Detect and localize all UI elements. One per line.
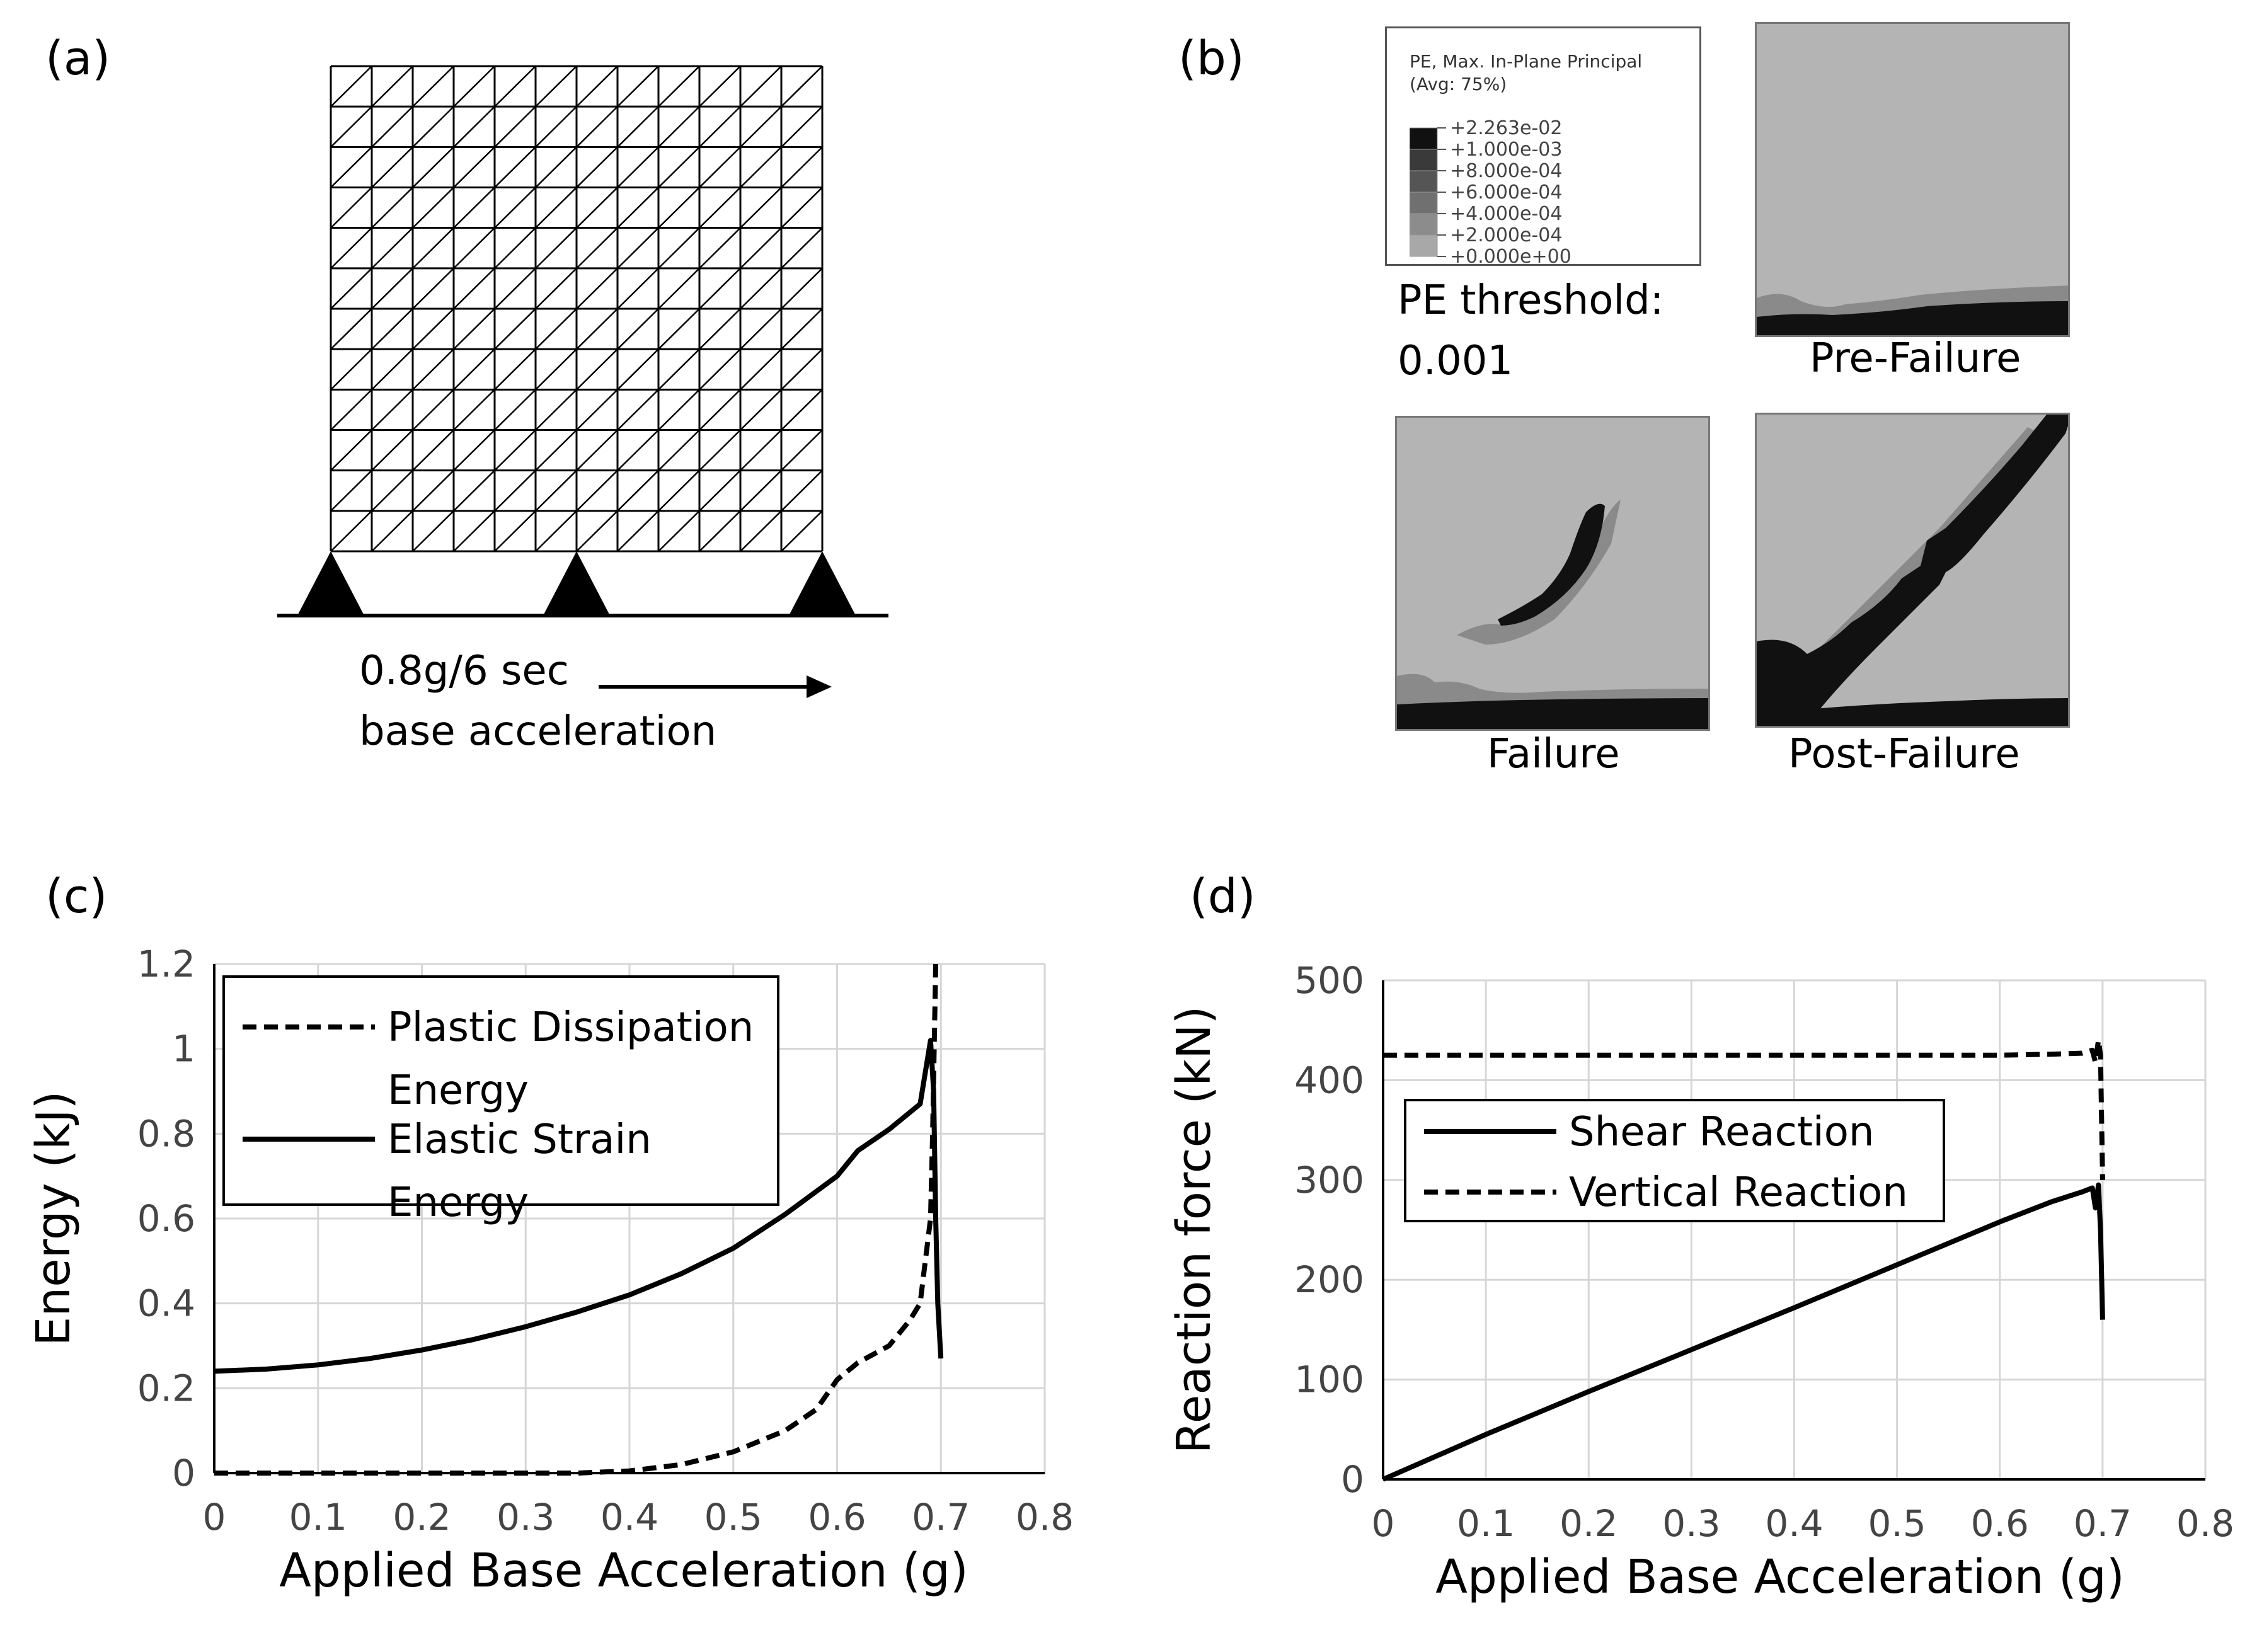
support-icon [298, 551, 364, 614]
load-direction-arrow-icon [599, 675, 832, 698]
panel-d-label: (d) [1190, 869, 1256, 924]
x-tick-label: 0.1 [289, 1496, 347, 1539]
x-tick-label: 0.8 [1016, 1496, 1074, 1539]
legend-box [1404, 1099, 1945, 1222]
x-tick-label: 0.3 [497, 1496, 554, 1539]
pe-threshold-value: 0.001 [1398, 338, 1514, 384]
legend-swatch [1409, 234, 1438, 257]
energy-chart: 0 0.1 0.2 0.3 0.4 0.5 0.6 0.7 0.8 0 0.2 0.4 0.6 0.8 1 1… [26, 943, 1074, 1598]
caption-post-failure: Post-Failure [1788, 731, 2020, 777]
legend-subtitle: (Avg: 75%) [1410, 74, 1507, 95]
panel-c-label: (c) [45, 869, 108, 924]
pe-threshold-label: PE threshold: [1398, 277, 1664, 324]
load-label-line2: base acceleration [359, 708, 717, 755]
legend-value: +0.000e+00 [1450, 246, 1571, 268]
legend-label: Elastic Strain [388, 1116, 652, 1163]
legend-value: +4.000e-04 [1450, 203, 1562, 225]
legend-swatch [1409, 149, 1438, 171]
series-line-elastic-strain-energy [214, 1038, 944, 1374]
support-icon [790, 551, 855, 614]
legend-label-line2: Energy [388, 1179, 529, 1226]
x-tick-label: 0 [203, 1496, 226, 1539]
legend-label: Plastic Dissipation [388, 1004, 754, 1051]
series-line-plastic-dissipation-energy [214, 963, 938, 1476]
contour-post-failure [1755, 413, 2070, 728]
x-tick-label: 0.5 [704, 1496, 762, 1539]
legend-label-line2: Energy [388, 1067, 529, 1114]
support-icon [544, 551, 609, 614]
legend-swatch [1409, 192, 1438, 214]
x-tick-label: 0.1 [1457, 1502, 1515, 1545]
panel-a-label: (a) [45, 32, 111, 86]
legend-title: PE, Max. In-Plane Principal [1410, 51, 1643, 72]
legend-value: +2.263e-02 [1450, 118, 1562, 139]
legend-scale: +2.263e-02 +1.000e-03 +8.000e-04 +6.000e-04… [1409, 117, 1687, 277]
y-tick-label: 0 [172, 1452, 195, 1494]
y-axis-title: Energy (kJ) [26, 1091, 81, 1346]
y-tick-label: 0.6 [137, 1197, 195, 1240]
legend-box [222, 975, 779, 1206]
legend-label: Vertical Reaction [1569, 1169, 1908, 1216]
y-tick-label: 0 [1341, 1458, 1364, 1501]
y-tick-label: 0.8 [137, 1112, 195, 1155]
wall-mesh-diagram [277, 65, 888, 617]
legend-swatch [1409, 213, 1438, 236]
x-tick-label: 0.6 [808, 1496, 866, 1539]
legend-value: +8.000e-04 [1450, 160, 1562, 182]
legend-label: Shear Reaction [1569, 1109, 1874, 1156]
x-tick-label: 0.4 [1765, 1502, 1823, 1545]
y-tick-label: 0.2 [137, 1367, 195, 1409]
y-tick-label: 500 [1294, 959, 1364, 1002]
series-line-vertical-reaction [1383, 1038, 2105, 1180]
y-tick-label: 0.4 [137, 1282, 195, 1325]
x-tick-label: 0 [1372, 1502, 1395, 1545]
mesh-grid [330, 65, 824, 553]
legend-value: +6.000e-04 [1450, 181, 1562, 204]
y-tick-label: 300 [1294, 1159, 1364, 1202]
caption-failure: Failure [1487, 731, 1620, 777]
series-line-shear-reaction [1382, 1182, 2105, 1482]
y-tick-label: 400 [1294, 1058, 1364, 1101]
x-axis-title: Applied Base Acceleration (g) [279, 1544, 968, 1598]
legend-swatch [1409, 170, 1438, 193]
y-tick-label: 1 [172, 1028, 195, 1070]
x-tick-label: 0.4 [600, 1496, 658, 1539]
legend-value: +2.000e-04 [1450, 224, 1562, 246]
panel-b-label: (b) [1178, 32, 1244, 86]
x-tick-label: 0.5 [1868, 1502, 1926, 1545]
contour-failure [1395, 416, 1710, 731]
x-tick-label: 0.6 [1971, 1502, 2029, 1545]
x-tick-label: 0.7 [2074, 1502, 2132, 1545]
caption-pre-failure: Pre-Failure [1810, 335, 2021, 382]
y-axis-title: Reaction force (kN) [1167, 1006, 1221, 1454]
y-tick-label: 100 [1294, 1358, 1364, 1401]
x-tick-label: 0.7 [912, 1496, 970, 1539]
y-tick-label: 200 [1294, 1258, 1364, 1301]
y-tick-label: 1.2 [137, 943, 195, 985]
load-label-line1: 0.8g/6 sec [359, 648, 569, 694]
legend-swatch [1409, 127, 1438, 150]
contour-legend: PE, Max. In-Plane Principal (Avg: 75%) +… [1385, 26, 1701, 268]
x-tick-label: 0.8 [2176, 1502, 2234, 1545]
reaction-force-chart: 0 0.1 0.2 0.3 0.4 0.5 0.6 0.7 0.8 0 100 200 300 400 50… [1167, 959, 2234, 1604]
x-tick-label: 0.2 [1560, 1502, 1617, 1545]
legend-value: +1.000e-03 [1450, 139, 1562, 161]
contour-pre-failure [1755, 22, 2070, 337]
x-axis-title: Applied Base Acceleration (g) [1435, 1550, 2125, 1604]
x-tick-label: 0.2 [393, 1496, 451, 1539]
x-tick-label: 0.3 [1662, 1502, 1720, 1545]
